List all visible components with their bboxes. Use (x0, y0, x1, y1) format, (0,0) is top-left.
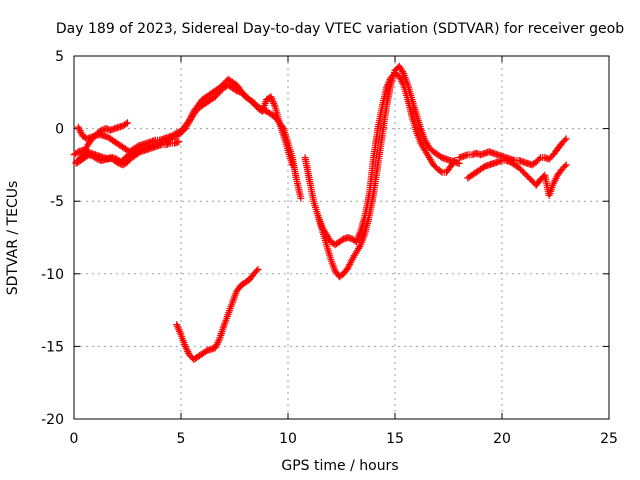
series-4 (72, 138, 183, 169)
series-markers (464, 157, 570, 199)
x-tick-label: 10 (279, 431, 297, 447)
series-markers (74, 75, 296, 169)
series-9 (464, 157, 570, 199)
y-tick-label: -10 (41, 267, 64, 283)
x-tick-labels: 0 5 10 15 20 25 (70, 431, 618, 447)
x-tick-label: 0 (70, 431, 79, 447)
series-markers (72, 138, 183, 169)
x-tick-label: 5 (177, 431, 186, 447)
plot-frame (73, 55, 610, 420)
data-points (70, 62, 570, 363)
series-markers (301, 62, 463, 281)
series-5 (173, 265, 262, 363)
axis-ticks (73, 55, 610, 420)
x-tick-label: 20 (493, 431, 511, 447)
y-tick-label: -20 (41, 412, 64, 428)
series-markers (173, 265, 262, 363)
series-6 (301, 62, 463, 281)
y-tick-label: -15 (41, 339, 64, 355)
y-tick-labels: 5 0 -5 -10 -15 -20 (41, 49, 64, 428)
grid-lines (74, 56, 609, 419)
x-tick-label: 25 (600, 431, 618, 447)
series-2 (74, 75, 296, 169)
series-7 (314, 69, 459, 249)
y-tick-label: -5 (50, 194, 64, 210)
x-axis-label: GPS time / hours (281, 458, 398, 474)
y-axis-label: SDTVAR / TECUs (5, 181, 21, 296)
series-markers (314, 69, 459, 249)
x-tick-label: 15 (386, 431, 404, 447)
y-tick-label: 5 (55, 49, 64, 65)
chart-title: Day 189 of 2023, Sidereal Day-to-day VTE… (56, 21, 624, 37)
y-tick-label: 0 (55, 122, 64, 138)
